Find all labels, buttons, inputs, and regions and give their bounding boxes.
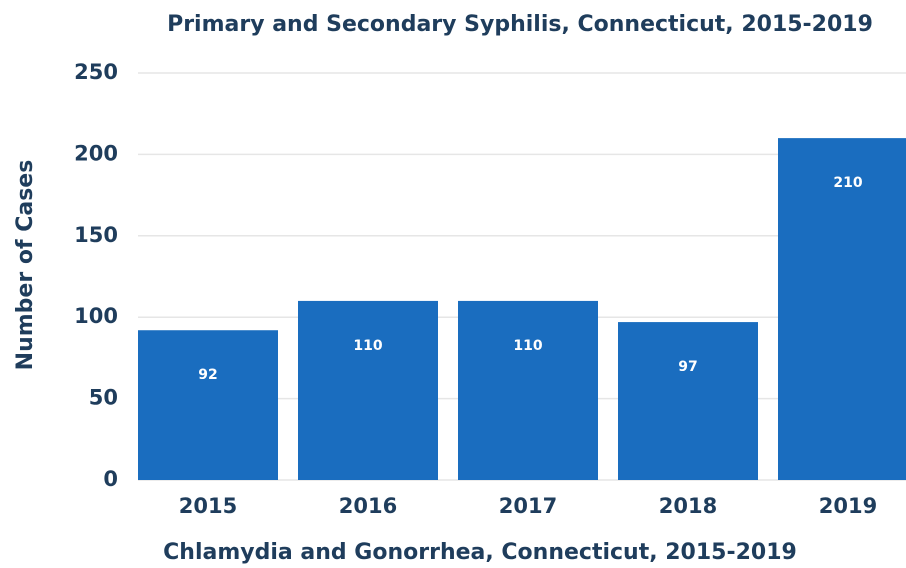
- bar: [778, 138, 906, 480]
- annotation: Chlamydia and Gonorrhea, Connecticut, 20…: [163, 540, 797, 565]
- y-tick-label: 150: [74, 223, 118, 247]
- bar: [618, 322, 758, 480]
- value-label: 110: [513, 338, 542, 354]
- value-label: 92: [198, 367, 217, 383]
- chart-title: Primary and Secondary Syphilis, Connecti…: [167, 12, 873, 37]
- y-tick-label: 200: [74, 141, 118, 165]
- bar: [298, 300, 438, 480]
- bar: [458, 300, 598, 480]
- x-tick-label: 2017: [499, 494, 557, 518]
- y-tick-label: 0: [103, 467, 118, 491]
- value-label: 97: [678, 359, 697, 375]
- y-tick-label: 100: [74, 304, 118, 328]
- y-tick-label: 250: [74, 60, 118, 84]
- x-tick-label: 2016: [339, 494, 397, 518]
- bar: [138, 330, 278, 480]
- value-label: 110: [353, 338, 382, 354]
- x-tick-label: 2018: [659, 494, 717, 518]
- x-tick-label: 2015: [179, 494, 237, 518]
- y-tick-label: 50: [89, 386, 118, 410]
- value-label: 210: [833, 175, 862, 191]
- y-axis-title: Number of Cases: [13, 160, 38, 371]
- x-tick-label: 2019: [819, 494, 877, 518]
